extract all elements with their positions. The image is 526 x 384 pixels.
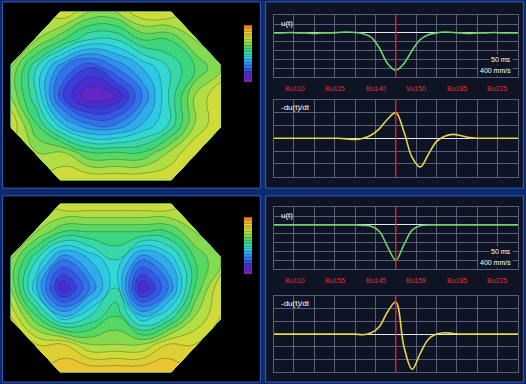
svg-text:Bu110: Bu110	[285, 85, 305, 92]
svg-text:Vu150: Vu150	[406, 85, 426, 92]
svg-text:Bu225: Bu225	[487, 85, 507, 92]
svg-text:Bu225: Bu225	[487, 277, 507, 284]
svg-text:Bu115: Bu115	[325, 85, 345, 92]
svg-text:u(t): u(t)	[281, 211, 293, 220]
svg-text:Bu185: Bu185	[447, 85, 467, 92]
svg-text:Bu145: Bu145	[366, 277, 386, 284]
svg-text:u(t): u(t)	[281, 19, 293, 28]
svg-text:Bu159: Bu159	[406, 277, 426, 284]
svg-text:-du(t)/dt: -du(t)/dt	[281, 103, 310, 112]
svg-text:50 ms: 50 ms	[491, 56, 511, 63]
svg-text:50 ms: 50 ms	[491, 248, 511, 255]
svg-text:Bu140: Bu140	[366, 85, 386, 92]
svg-text:Bu110: Bu110	[285, 277, 305, 284]
svg-text:Bu155: Bu155	[325, 277, 345, 284]
svg-text:Bu185: Bu185	[447, 277, 467, 284]
svg-text:-du(t)/dt: -du(t)/dt	[281, 299, 310, 308]
svg-text:400 mm/s: 400 mm/s	[480, 67, 511, 74]
svg-text:400 mm/s: 400 mm/s	[480, 259, 511, 266]
